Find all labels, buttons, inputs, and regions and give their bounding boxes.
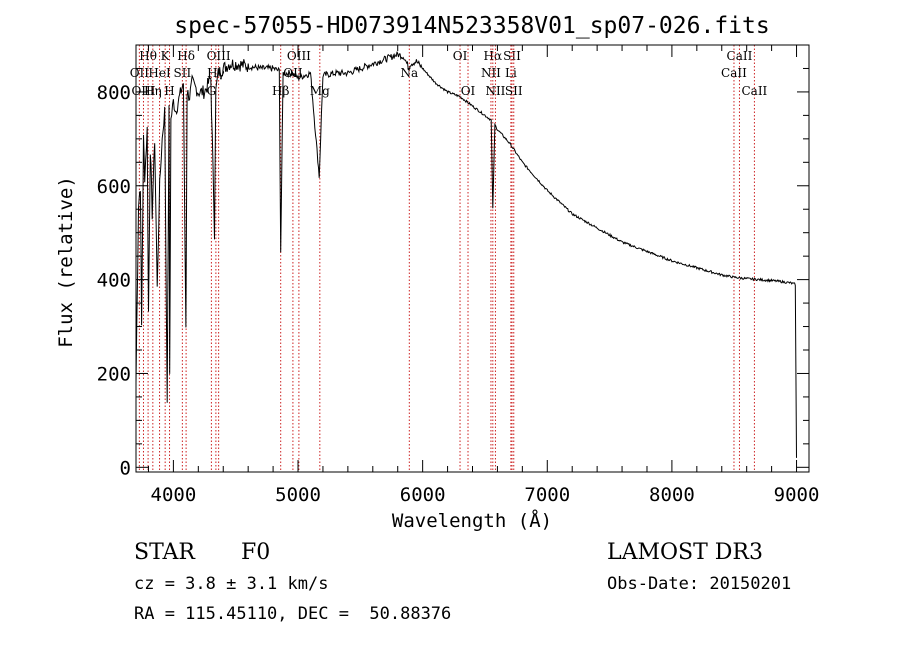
plot-frame (135, 44, 810, 473)
spectral-subclass: F0 (241, 540, 271, 565)
line-marker-label-24: SII (505, 84, 523, 98)
x-tick-label-1: 5000 (275, 484, 321, 506)
line-marker-label-0: Hθ (139, 49, 157, 63)
line-marker-label-19: Hα (484, 49, 503, 63)
object-type: STAR (134, 540, 195, 565)
line-marker-label-6: Hδ (177, 49, 195, 63)
y-tick-label-4: 800 (97, 82, 131, 104)
redshift-value: cz = 3.8 ± 3.1 km/s (134, 574, 329, 594)
line-marker-label-25: CaII (727, 49, 753, 63)
x-tick-label-2: 6000 (400, 484, 446, 506)
y-tick-label-1: 200 (97, 363, 131, 385)
line-marker-label-4: HeI (148, 66, 171, 80)
x-tick-label-4: 8000 (649, 484, 695, 506)
line-marker-label-7: SII (174, 66, 192, 80)
x-tick-label-5: 9000 (774, 484, 820, 506)
spectrum-chart: spec-57055-HD073914N523358V01_sp07-026.f… (55, 13, 820, 532)
line-marker-label-23: NII (485, 84, 505, 98)
line-marker-label-8: H (164, 84, 174, 98)
line-marker-label-1: OII (130, 66, 150, 80)
line-marker-label-26: CaII (721, 66, 747, 80)
line-marker-label-14: Hβ (272, 84, 289, 98)
spectrum-series (135, 51, 797, 458)
y-tick-label-0: 0 (120, 457, 131, 479)
line-marker-label-21: NII (481, 66, 501, 80)
x-axis-label: Wavelength (Å) (392, 509, 552, 532)
line-marker-label-18: OI (461, 84, 476, 98)
line-marker-label-27: CaII (741, 84, 767, 98)
line-marker-label-20: SII (503, 49, 521, 63)
line-marker-label-2: OIII (131, 84, 155, 98)
axes: 4000 5000 6000 7000 8000 9000 0 200 400 600 800 (97, 44, 820, 506)
y-tick-label-2: 400 (97, 270, 131, 292)
line-marker-label-5: Hη (144, 84, 162, 98)
sky-coordinates: RA = 115.45110, DEC = 50.88376 (134, 604, 452, 624)
line-marker-label-15: Mg (310, 84, 330, 98)
y-axis-label: Flux (relative) (55, 176, 77, 348)
line-marker-label-17: OI (453, 49, 468, 63)
line-marker-label-22: Li (505, 66, 517, 80)
line-marker-label-3: K (161, 49, 171, 63)
y-tick-label-3: 600 (97, 176, 131, 198)
x-tick-label-0: 4000 (151, 484, 197, 506)
line-marker-label-9: OIII (207, 49, 231, 63)
line-marker-label-12: OIII (287, 49, 311, 63)
line-marker-label-16: Na (400, 66, 418, 80)
x-tick-label-3: 7000 (524, 484, 570, 506)
survey-name: LAMOST DR3 (607, 540, 763, 565)
observation-date: Obs-Date: 20150201 (607, 574, 792, 594)
chart-title: spec-57055-HD073914N523358V01_sp07-026.f… (174, 13, 769, 39)
spectrum-line (135, 51, 797, 458)
